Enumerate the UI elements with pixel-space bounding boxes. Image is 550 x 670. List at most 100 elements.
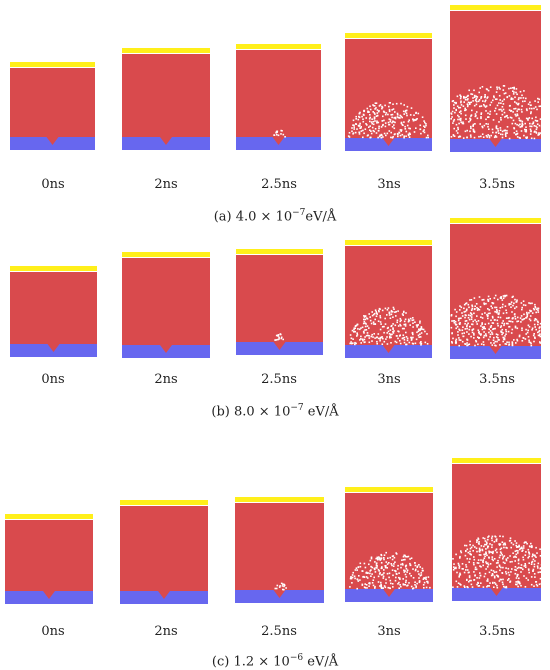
md-snapshot	[120, 500, 208, 604]
time-label: 2ns	[154, 624, 178, 639]
time-label: 2ns	[154, 177, 178, 192]
time-label: 0ns	[41, 624, 65, 639]
time-label: 3ns	[377, 372, 401, 387]
frame-c-4	[452, 458, 543, 601]
dielectric-layer	[450, 224, 541, 346]
void-cluster	[274, 333, 284, 341]
top-electrode	[450, 218, 541, 223]
top-electrode	[10, 266, 97, 271]
electrode-notch	[382, 345, 395, 353]
md-snapshot	[122, 48, 210, 150]
frame-c-2	[235, 497, 324, 603]
top-electrode	[452, 458, 541, 463]
dielectric-layer	[120, 506, 208, 591]
md-snapshot	[450, 218, 543, 359]
top-electrode	[122, 252, 210, 257]
top-electrode	[236, 44, 321, 49]
electrode-notch	[160, 137, 172, 145]
void-cluster	[273, 129, 286, 138]
md-snapshot	[5, 514, 93, 604]
dielectric-layer	[450, 11, 541, 139]
frame-a-0	[10, 62, 95, 150]
void-cluster	[347, 102, 429, 139]
md-snapshot	[450, 5, 543, 152]
electrode-notch	[47, 344, 60, 352]
electrode-notch	[273, 342, 286, 350]
md-snapshot	[235, 497, 324, 603]
electrode-notch	[489, 139, 502, 147]
dielectric-layer	[10, 68, 95, 137]
panel-caption: (a) 4.0 × 10−7eV/Å	[0, 205, 550, 225]
void-cluster	[452, 535, 543, 589]
top-electrode	[236, 249, 323, 254]
frame-a-4	[450, 5, 543, 152]
time-label: 3ns	[377, 624, 401, 639]
dielectric-layer	[235, 503, 324, 590]
md-snapshot	[345, 487, 433, 602]
panel-a: 0ns 2ns 2.5ns 3ns 3.5ns (a) 4.0 × 10−7eV…	[0, 0, 550, 224]
frame-a-2	[236, 44, 321, 150]
time-label: 3.5ns	[479, 624, 515, 639]
void-cluster	[450, 85, 543, 140]
electrode-notch	[490, 588, 503, 596]
dielectric-layer	[122, 258, 210, 345]
caption-exponent: −6	[289, 653, 304, 663]
top-electrode	[120, 500, 208, 505]
md-snapshot	[10, 266, 97, 357]
top-electrode	[235, 497, 324, 502]
top-electrode	[345, 240, 432, 245]
dielectric-layer	[122, 54, 210, 137]
frame-b-2	[236, 249, 323, 355]
electrode-notch	[46, 137, 59, 145]
dielectric-layer	[236, 255, 323, 342]
panel-caption: (c) 1.2 × 10−6 eV/Å	[0, 650, 550, 670]
frame-a-3	[345, 33, 432, 151]
dielectric-layer	[5, 520, 93, 591]
dielectric-layer	[236, 50, 321, 137]
frame-b-1	[122, 252, 210, 358]
md-snapshot	[236, 249, 323, 355]
caption-unit: eV/Å	[303, 654, 339, 670]
time-label: 3ns	[377, 177, 401, 192]
caption-label: (c) 1.2 × 10	[211, 654, 290, 670]
time-label: 0ns	[41, 177, 65, 192]
void-cluster	[450, 294, 543, 347]
electrode-notch	[160, 345, 172, 353]
frame-b-3	[345, 240, 432, 358]
md-snapshot	[10, 62, 95, 150]
top-electrode	[5, 514, 93, 519]
top-electrode	[345, 33, 432, 38]
time-label: 2ns	[154, 372, 178, 387]
top-electrode	[10, 62, 95, 67]
time-label: 3.5ns	[479, 372, 515, 387]
top-electrode	[450, 5, 541, 10]
electrode-notch	[272, 137, 285, 145]
caption-unit: eV/Å	[305, 209, 337, 225]
electrode-notch	[273, 590, 286, 598]
md-snapshot	[452, 458, 543, 601]
caption-exponent: −7	[292, 208, 306, 218]
caption-unit: eV/Å	[303, 404, 339, 420]
panel-b: 0ns 2ns 2.5ns 3ns 3.5ns (b) 8.0 × 10−7 e…	[0, 218, 550, 420]
panel-caption: (b) 8.0 × 10−7 eV/Å	[0, 400, 550, 420]
dielectric-layer	[345, 493, 433, 589]
time-label: 0ns	[41, 372, 65, 387]
frame-b-0	[10, 266, 97, 357]
dielectric-layer	[10, 272, 97, 344]
md-snapshot	[345, 33, 432, 151]
caption-exponent: −7	[290, 403, 304, 413]
frame-c-3	[345, 487, 433, 602]
frame-c-0	[5, 514, 93, 604]
time-label: 2.5ns	[261, 624, 297, 639]
top-electrode	[345, 487, 433, 492]
electrode-notch	[383, 589, 395, 597]
top-electrode	[122, 48, 210, 53]
md-snapshot	[122, 252, 210, 358]
caption-label: (b) 8.0 × 10	[211, 404, 291, 420]
time-label: 3.5ns	[479, 177, 515, 192]
electrode-notch	[158, 591, 170, 599]
void-cluster	[349, 306, 429, 346]
caption-label: (a) 4.0 × 10	[213, 209, 293, 225]
md-snapshot	[236, 44, 321, 150]
